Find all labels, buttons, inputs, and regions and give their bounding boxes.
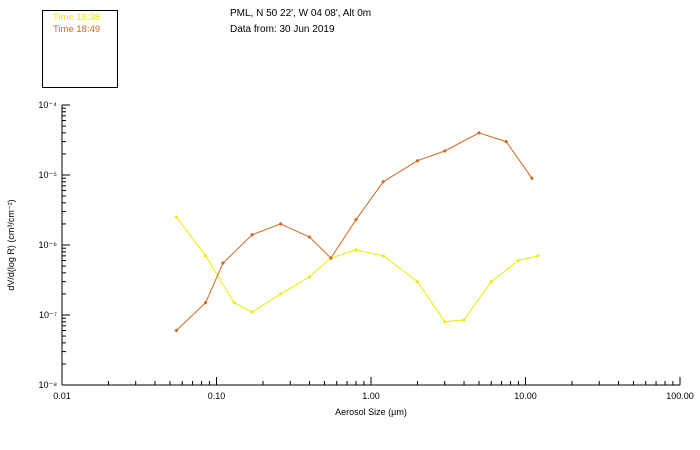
legend-box: Time 18:38 Time 18:49	[42, 10, 118, 88]
svg-text:10⁻⁴: 10⁻⁴	[38, 100, 57, 110]
svg-text:10⁻⁵: 10⁻⁵	[39, 170, 58, 180]
svg-text:0.10: 0.10	[208, 391, 226, 401]
station-location-title: PML, N 50 22', W 04 08', Alt 0m	[230, 8, 372, 19]
plot-header: PML, N 50 22', W 04 08', Alt 0m Data fro…	[230, 6, 371, 38]
svg-text:10.00: 10.00	[514, 391, 537, 401]
legend-item-time-1838: Time 18:38	[53, 12, 101, 23]
svg-text:Aerosol Size (μm): Aerosol Size (μm)	[335, 407, 407, 417]
data-date-subtitle: Data from: 30 Jun 2019	[230, 24, 335, 35]
svg-text:10⁻⁸: 10⁻⁸	[38, 380, 57, 390]
svg-text:100.00: 100.00	[666, 391, 694, 401]
svg-text:0.01: 0.01	[53, 391, 71, 401]
svg-text:10⁻⁷: 10⁻⁷	[39, 310, 57, 320]
legend-item-time-1849: Time 18:49	[53, 24, 101, 35]
svg-text:dV/d(log R) (cm³/cm⁻²): dV/d(log R) (cm³/cm⁻²)	[6, 199, 16, 290]
svg-text:1.00: 1.00	[362, 391, 380, 401]
svg-text:10⁻⁶: 10⁻⁶	[39, 240, 58, 250]
